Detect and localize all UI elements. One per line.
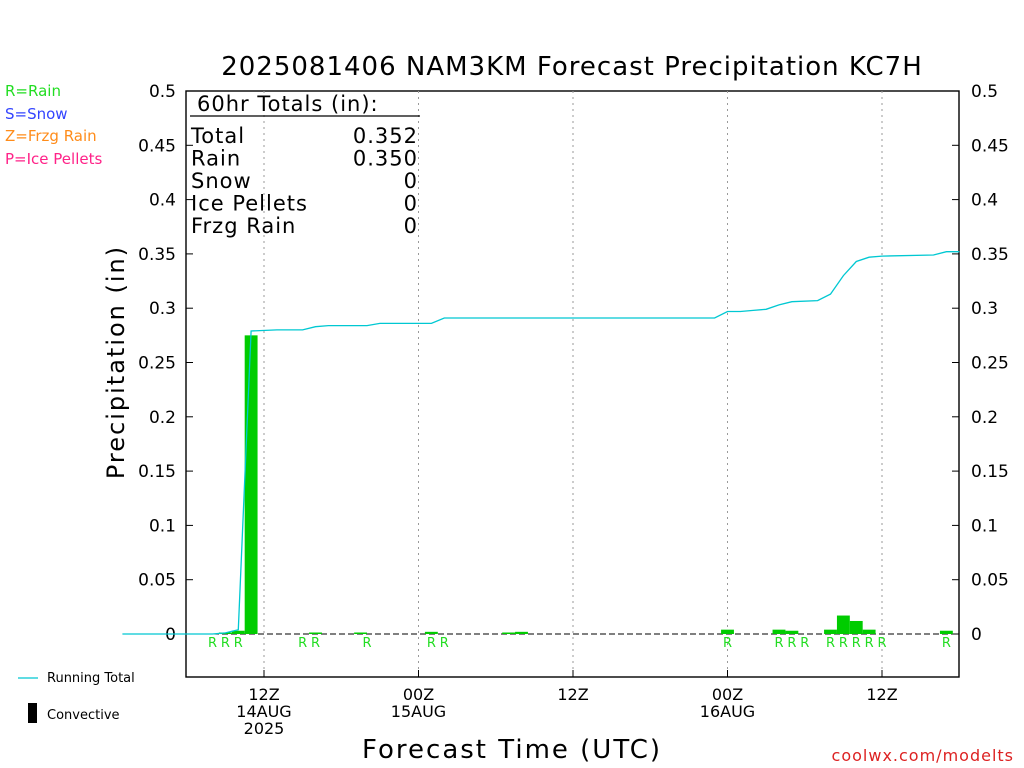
- legend-snow: S=Snow: [5, 105, 68, 123]
- precip-type-marker: R: [311, 636, 320, 651]
- y-tick-label-right: 0.4: [971, 191, 998, 211]
- x-tick-label: 00Z: [712, 685, 743, 704]
- precip-type-marker: R: [234, 636, 243, 651]
- convective-legend-label: Convective: [47, 708, 120, 723]
- y-tick-label-left: 0: [165, 625, 176, 645]
- y-tick-label-left: 0.15: [138, 462, 176, 482]
- precip-bar: [515, 631, 528, 634]
- precip-type-marker: R: [800, 636, 809, 651]
- precip-type-marker: R: [839, 636, 848, 651]
- precip-bar: [824, 629, 837, 634]
- precip-bar: [354, 632, 367, 634]
- y-tick-label-left: 0.05: [138, 571, 176, 591]
- precip-bar: [244, 335, 258, 634]
- precip-bar: [502, 632, 516, 634]
- legend-rain: R=Rain: [5, 82, 61, 100]
- x-tick-label: 16AUG: [700, 702, 755, 721]
- y-tick-label-right: 0.45: [971, 136, 1009, 156]
- precip-type-marker: R: [208, 636, 217, 651]
- precip-type-marker: R: [221, 636, 230, 651]
- precip-bar: [849, 620, 863, 634]
- y-tick-label-left: 0.4: [149, 191, 176, 211]
- bottom-legend: Running Total Convective: [18, 671, 135, 723]
- precip-bar: [424, 631, 438, 634]
- y-tick-label-right: 0.15: [971, 462, 1009, 482]
- precip-type-marker: R: [440, 636, 449, 651]
- precip-type-marker: R: [852, 636, 861, 651]
- totals-box: 60hr Totals (in): Total 0.352 Rain 0.350 Sno…: [190, 92, 420, 238]
- y-tick-label-left: 0.35: [138, 245, 176, 265]
- y-tick-label-left: 0.3: [149, 299, 176, 319]
- precip-bar: [231, 630, 245, 634]
- precip-type-marker: R: [865, 636, 874, 651]
- x-tick-label: 00Z: [403, 685, 434, 704]
- totals-row-label: Ice Pellets: [191, 192, 308, 216]
- x-tick-label: 14AUG: [236, 702, 291, 721]
- totals-row-label: Frzg Rain: [191, 214, 296, 238]
- credit-text: coolwx.com/modelts: [832, 746, 1014, 765]
- y-tick-label-right: 0.3: [971, 299, 998, 319]
- x-tick-label: 2025: [244, 719, 285, 738]
- totals-row-value: 0: [404, 214, 418, 238]
- x-tick-label: 12Z: [557, 685, 588, 704]
- precip-type-marker: R: [877, 636, 886, 651]
- precip-type-marker: R: [787, 636, 796, 651]
- y-tick-label-left: 0.5: [149, 82, 176, 102]
- y-tick-label-left: 0.2: [149, 408, 176, 428]
- y-tick-label-right: 0.25: [971, 354, 1009, 374]
- precip-type-marker: R: [942, 636, 951, 651]
- plot-area: 0 00.05 0.050.1 0.10.15 0.150.2 0.20.25 0.250.…: [122, 82, 1009, 738]
- totals-row-value: 0: [404, 169, 418, 193]
- precip-bar: [785, 630, 799, 634]
- chart-title: 2025081406 NAM3KM Forecast Precipitation…: [221, 52, 923, 82]
- y-tick-label-right: 0.35: [971, 245, 1009, 265]
- totals-row-label: Rain: [191, 147, 241, 171]
- precip-bar: [721, 629, 734, 634]
- precip-bar: [309, 632, 322, 634]
- y-tick-label-left: 0.45: [138, 136, 176, 156]
- precip-type-marker: R: [723, 636, 732, 651]
- precip-bar: [836, 615, 850, 634]
- legend-ice-pellets: P=Ice Pellets: [5, 150, 102, 168]
- precip-bar: [862, 629, 876, 634]
- x-axis-label: Forecast Time (UTC): [362, 735, 662, 765]
- totals-header: 60hr Totals (in):: [197, 92, 379, 116]
- precip-type-marker: R: [774, 636, 783, 651]
- running-total-legend-label: Running Total: [47, 671, 135, 686]
- precip-type-marker: R: [826, 636, 835, 651]
- precip-bar: [772, 629, 786, 634]
- totals-row-value: 0: [404, 192, 418, 216]
- precip-type-marker: R: [298, 636, 307, 651]
- y-axis-label: Precipitation (in): [102, 245, 130, 479]
- precip-type-marker: R: [362, 636, 371, 651]
- precip-bar: [939, 630, 953, 634]
- y-tick-label-left: 0.1: [149, 516, 176, 536]
- y-tick-label-left: 0.25: [138, 354, 176, 374]
- legend-frzg-rain: Z=Frzg Rain: [5, 127, 97, 145]
- y-tick-label-right: 0.1: [971, 516, 998, 536]
- totals-row-value: 0.350: [353, 147, 418, 171]
- running-total-line: [122, 251, 960, 635]
- x-tick-label: 15AUG: [391, 702, 446, 721]
- totals-row-label: Snow: [191, 169, 252, 193]
- totals-row-label: Total: [190, 124, 245, 148]
- y-tick-label-right: 0: [971, 625, 982, 645]
- y-tick-label-right: 0.2: [971, 408, 998, 428]
- x-tick-label: 12Z: [866, 685, 897, 704]
- convective-legend-swatch: [28, 703, 37, 723]
- type-legend: R=Rain S=Snow Z=Frzg Rain P=Ice Pellets: [5, 82, 102, 168]
- precip-type-marker: R: [427, 636, 436, 651]
- x-tick-label: 12Z: [248, 685, 279, 704]
- y-tick-label-right: 0.5: [971, 82, 998, 102]
- totals-row-value: 0.352: [353, 124, 418, 148]
- y-tick-label-right: 0.05: [971, 571, 1009, 591]
